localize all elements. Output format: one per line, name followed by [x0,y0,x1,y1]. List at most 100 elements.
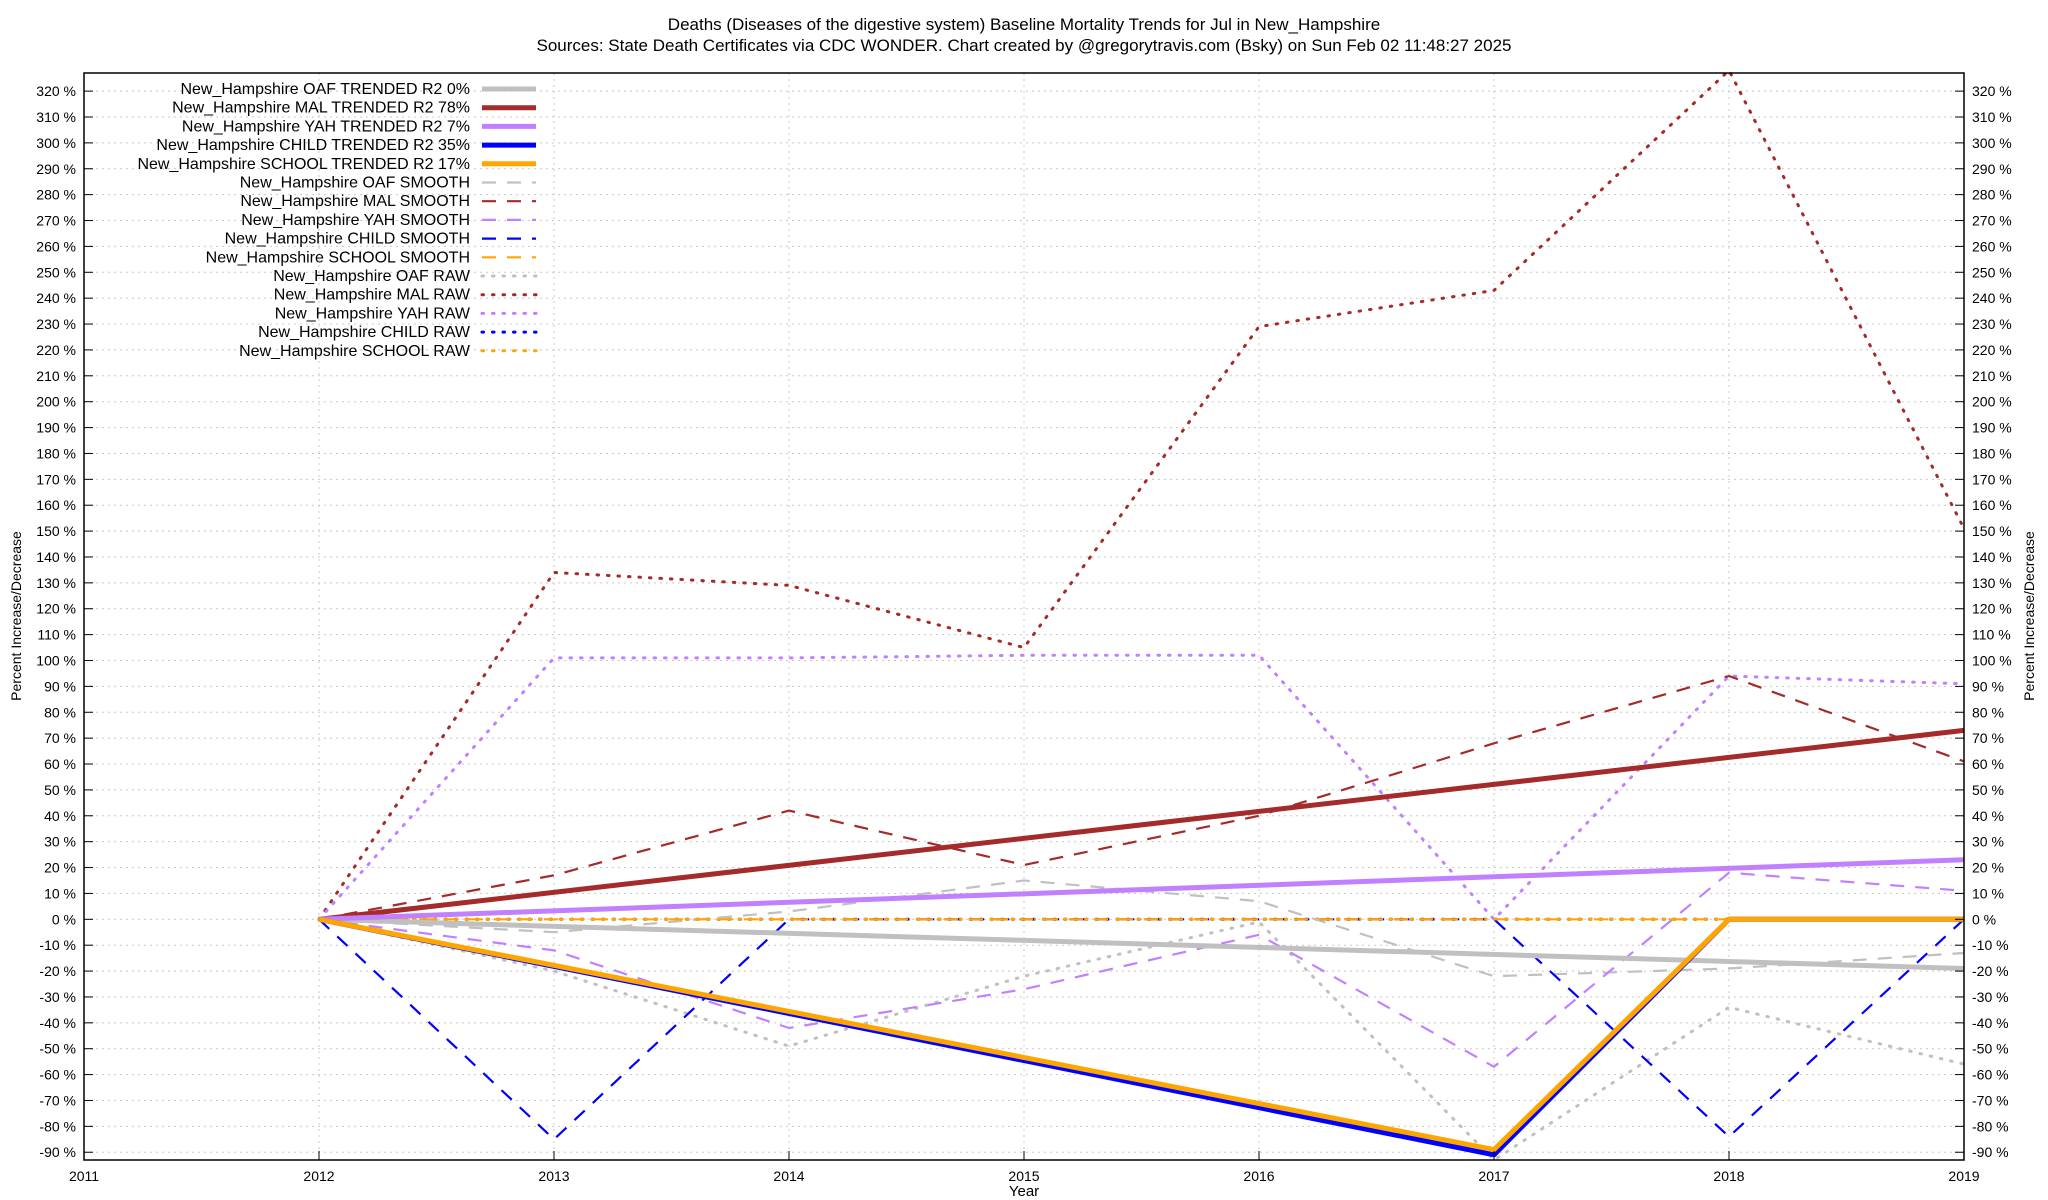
y-tick-label-left: 60 % [44,756,76,772]
y-tick-label-right: 230 % [1972,316,2012,332]
series-line-yah-raw [317,653,1966,921]
y-tick-label-left: 110 % [37,627,76,643]
chart-title: Deaths (Diseases of the digestive system… [668,15,1380,34]
y-tick-label-right: 90 % [1972,678,2004,694]
y-tick-label-right: -20 % [1972,963,2009,979]
y-tick-label-left: -70 % [39,1092,76,1108]
y-tick-label-left: 90 % [44,678,76,694]
legend-label: New_Hampshire CHILD SMOOTH [225,231,470,248]
x-tick-label: 2011 [69,1168,99,1184]
y-tick-label-right: -70 % [1972,1092,2009,1108]
x-tick-label: 2013 [538,1168,569,1184]
series-line-oaf-trended-r2-0 [318,916,1965,971]
y-tick-label-right: 150 % [1972,523,2012,539]
legend-label: New_Hampshire MAL SMOOTH [240,193,470,210]
y-tick-label-left: 270 % [36,213,76,229]
series-line-oaf-raw [317,917,1966,1162]
y-tick-label-left: -60 % [39,1067,76,1083]
series-line-yah-smooth [318,871,1965,1068]
y-tick-label-left: 210 % [36,368,76,384]
y-tick-label-right: 210 % [1972,368,2012,384]
axis-ticks: -90 % -90 % -80 % -80 % -70 % -70 % -60 % -60 %… [36,83,2011,1184]
y-tick-label-right: 20 % [1972,860,2004,876]
y-tick-label-left: -20 % [39,963,76,979]
y-tick-label-left: 20 % [44,860,76,876]
y-tick-label-left: 250 % [36,264,76,280]
y-tick-label-left: 10 % [44,885,76,901]
y-tick-label-left: 160 % [36,497,76,513]
y-tick-label-right: 50 % [1972,782,2004,798]
y-tick-label-right: 120 % [1972,601,2012,617]
y-tick-label-right: 300 % [1972,135,2012,151]
y-tick-label-right: 200 % [1972,394,2012,410]
chart-subtitle: Sources: State Death Certificates via CD… [536,36,1511,55]
y-tick-label-right: 240 % [1972,290,2012,306]
y-tick-label-left: -80 % [39,1118,76,1134]
y-tick-label-left: -40 % [39,1015,76,1031]
series-line-mal-raw [317,68,1966,921]
y-tick-label-right: -30 % [1972,989,2009,1005]
series-line-yah-trended-r2-7 [318,857,1965,922]
y-tick-label-right: 190 % [1972,420,2012,436]
y-tick-label-right: 160 % [1972,497,2012,513]
y-tick-label-right: 310 % [1972,109,2012,125]
y-tick-label-right: 70 % [1972,730,2004,746]
y-tick-label-right: 100 % [1972,652,2012,668]
plot-series [317,68,1966,1162]
legend: New_Hampshire OAF TRENDED R2 0% New_Hamps… [137,81,538,360]
y-tick-label-right: 260 % [1972,238,2012,254]
y-tick-label-right: 80 % [1972,704,2004,720]
x-tick-label: 2012 [303,1168,334,1184]
y-tick-label-left: 100 % [36,652,76,668]
y-tick-label-left: 310 % [36,109,76,125]
x-axis-label: Year [1009,1183,1039,1200]
y-tick-label-left: 220 % [36,342,76,358]
y-tick-label-left: 70 % [44,730,76,746]
y-tick-label-left: 0 % [52,911,76,927]
y-tick-label-right: 0 % [1972,911,1996,927]
legend-label: New_Hampshire MAL RAW [274,287,471,304]
y-tick-label-left: 120 % [36,601,76,617]
y-tick-label-left: 30 % [44,834,76,850]
y-tick-label-right: 130 % [1972,575,2012,591]
y-tick-label-right: -60 % [1972,1067,2009,1083]
y-tick-label-right: -40 % [1972,1015,2009,1031]
x-tick-label: 2016 [1243,1168,1274,1184]
y-tick-label-left: 240 % [36,290,76,306]
y-tick-label-left: 130 % [36,575,76,591]
y-tick-label-right: -80 % [1972,1118,2009,1134]
series-line-child-trended-r2-35 [318,916,1964,1158]
y-tick-label-left: 150 % [36,523,76,539]
y-tick-label-right: 140 % [1972,549,2012,565]
x-tick-label: 2015 [1008,1168,1039,1184]
y-axis-label-right: Percent Increase/Decrease [2021,531,2037,701]
y-tick-label-left: 300 % [36,135,76,151]
y-tick-label-left: 260 % [36,238,76,254]
y-tick-label-left: 190 % [36,420,76,436]
grid [83,73,1965,1160]
legend-label: New_Hampshire YAH SMOOTH [241,212,470,229]
legend-label: New_Hampshire OAF RAW [273,268,471,285]
y-tick-label-left: 80 % [44,704,76,720]
y-tick-label-right: 60 % [1972,756,2004,772]
legend-label: New_Hampshire CHILD TRENDED R2 35% [156,137,470,154]
series-line-child-smooth [318,918,1965,1141]
y-tick-label-right: 280 % [1972,187,2012,203]
legend-label: New_Hampshire SCHOOL RAW [239,343,471,360]
series-line-mal-smooth [318,674,1965,921]
y-tick-label-right: 320 % [1972,83,2012,99]
legend-label: New_Hampshire YAH RAW [275,305,471,322]
y-tick-label-left: 290 % [36,161,76,177]
legend-label: New_Hampshire SCHOOL TRENDED R2 17% [137,156,470,173]
y-tick-label-right: -90 % [1972,1144,2009,1160]
y-tick-label-right: 270 % [1972,213,2012,229]
y-tick-label-left: 200 % [36,394,76,410]
y-tick-label-left: 170 % [36,471,76,487]
y-tick-label-left: -30 % [39,989,76,1005]
y-tick-label-left: 140 % [36,549,76,565]
y-tick-label-left: 40 % [44,808,76,824]
x-tick-label: 2017 [1478,1168,1509,1184]
y-tick-label-right: -10 % [1972,937,2009,953]
y-tick-label-right: 220 % [1972,342,2012,358]
